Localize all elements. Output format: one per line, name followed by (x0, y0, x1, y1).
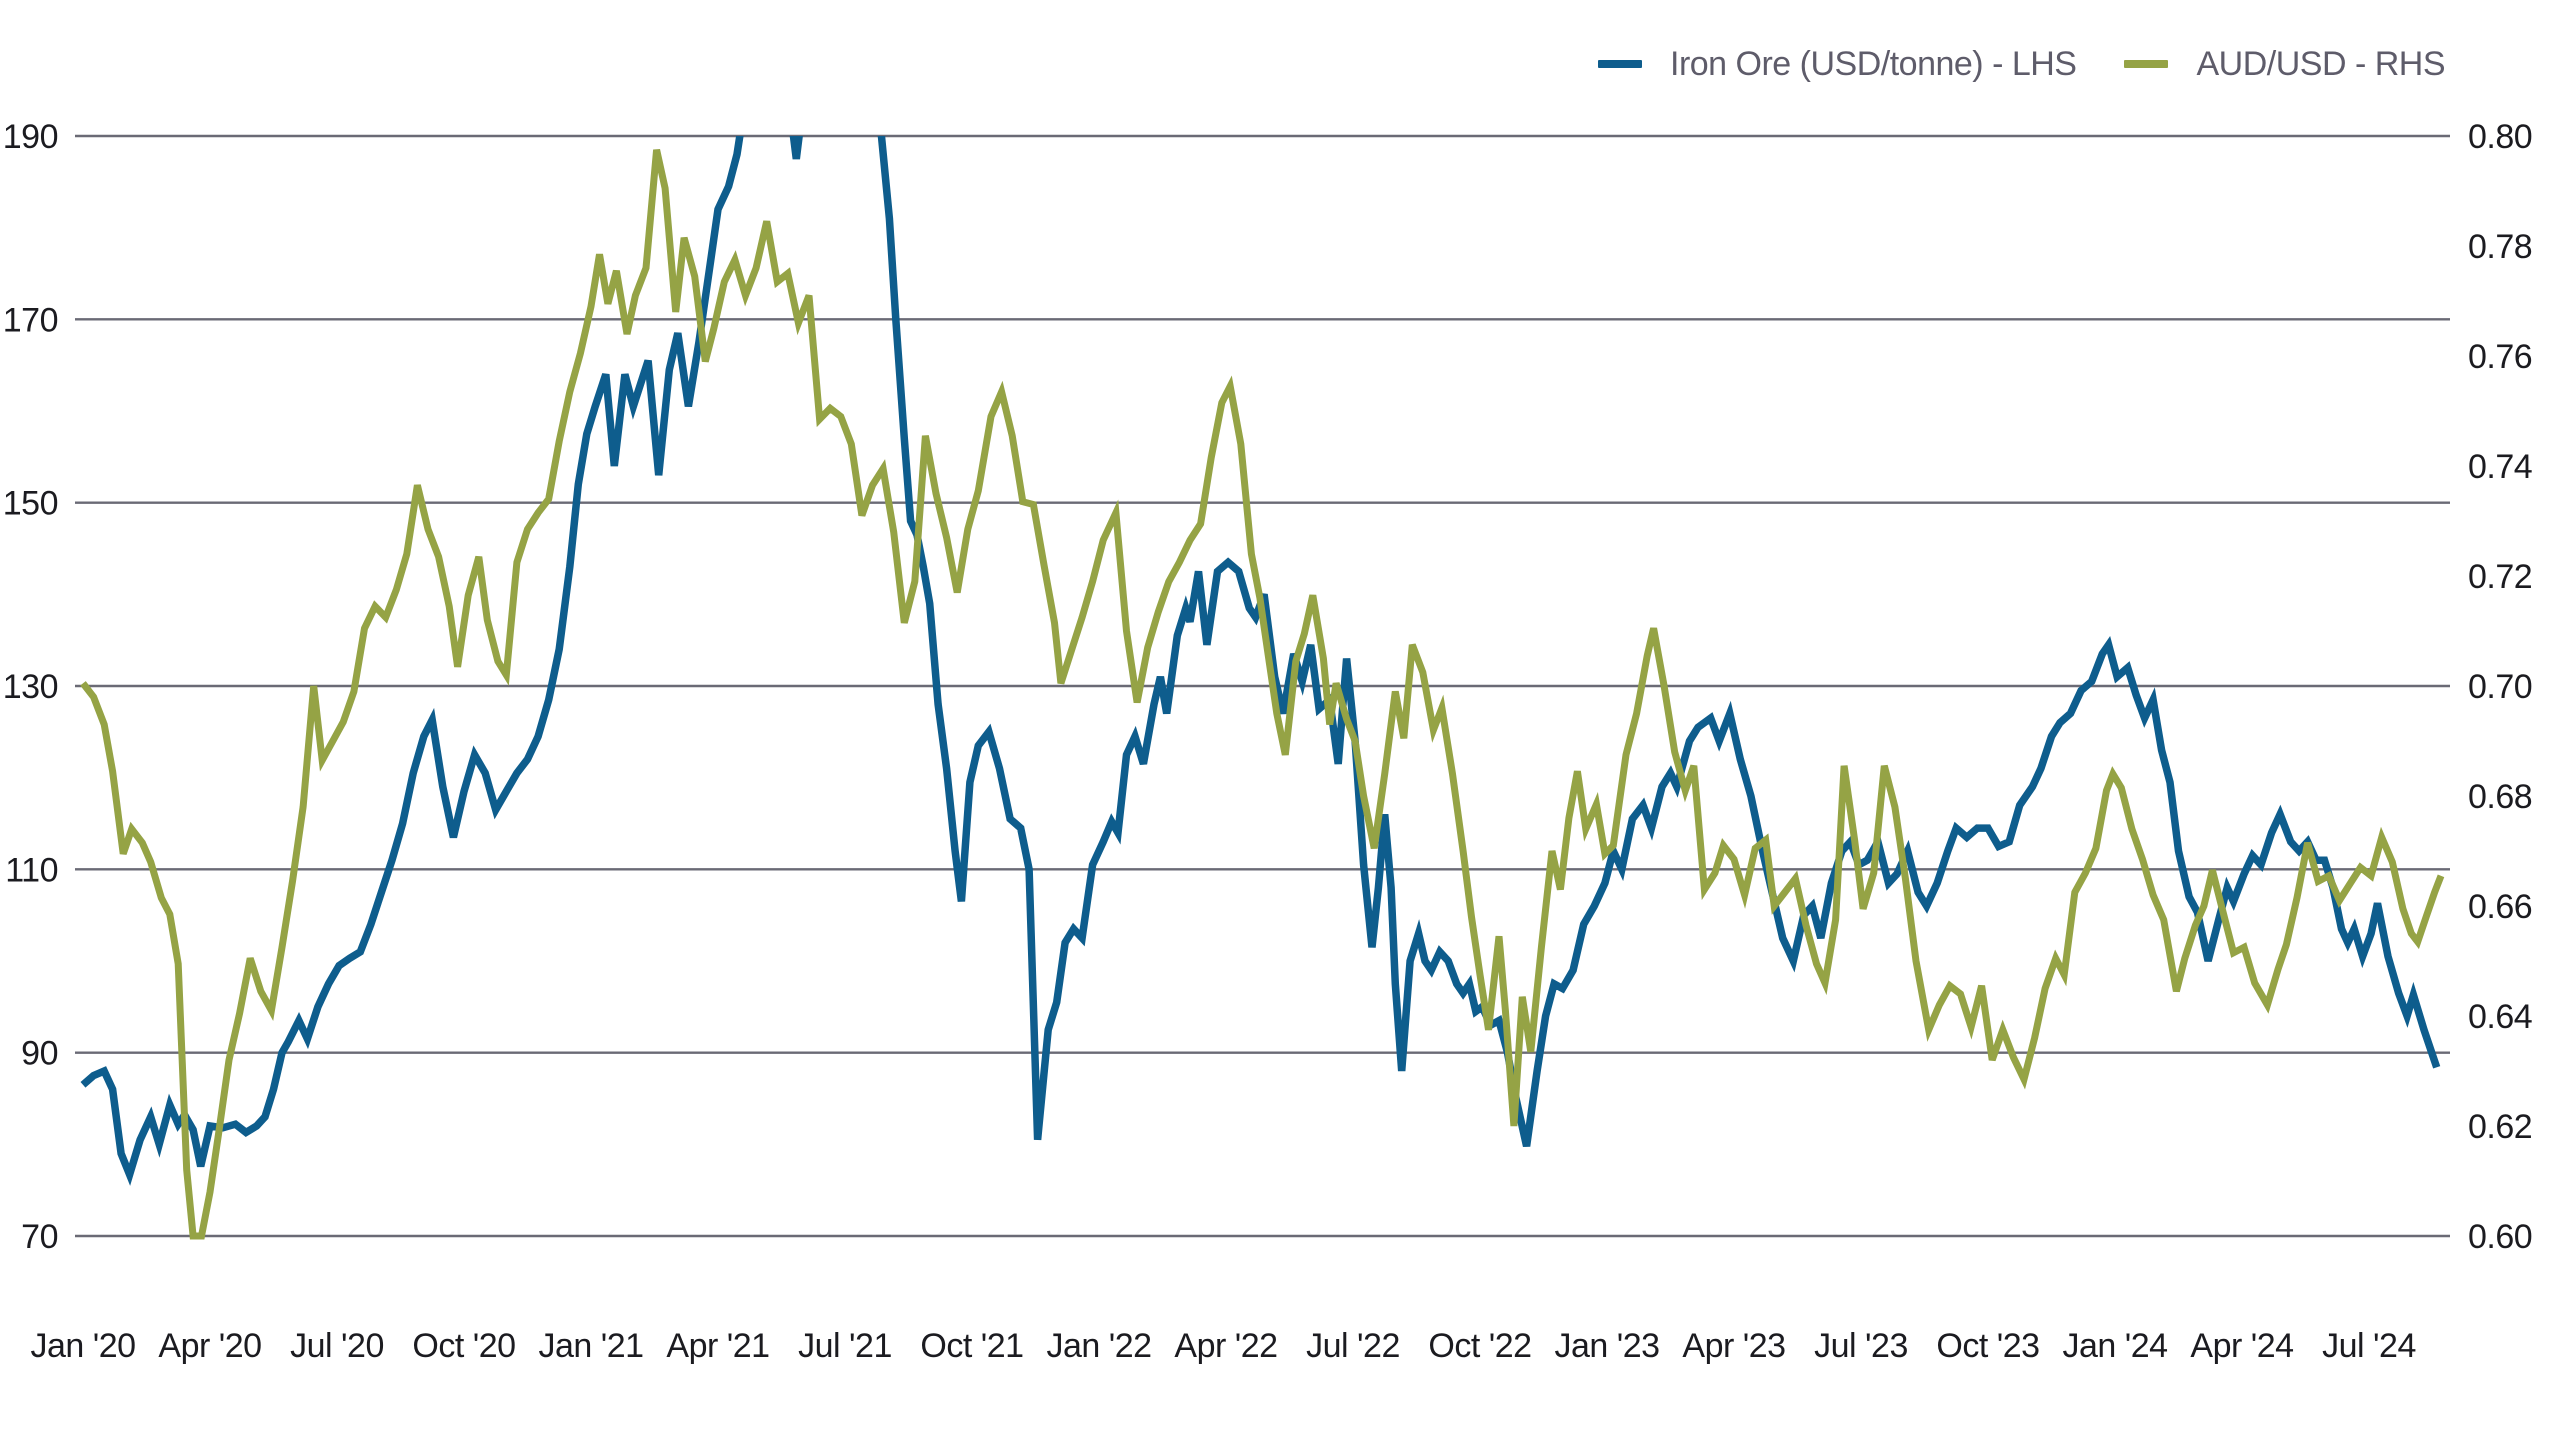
x-axis-tick-label: Apr '23 (1682, 1327, 1785, 1365)
x-axis-tick-label: Jul '20 (290, 1327, 384, 1365)
x-axis-tick-label: Jan '23 (1554, 1327, 1659, 1365)
y-axis-right-tick-label: 0.76 (2468, 338, 2532, 376)
y-axis-right-tick-label: 0.78 (2468, 228, 2532, 266)
y-axis-left-tick-label: 70 (21, 1218, 58, 1256)
y-axis-left-tick-label: 170 (3, 301, 58, 339)
x-axis-tick-label: Oct '21 (920, 1327, 1023, 1365)
x-axis-tick-label: Jan '22 (1046, 1327, 1151, 1365)
x-axis-tick-label: Apr '20 (158, 1327, 261, 1365)
aud-usd-line-swatch-icon (2124, 60, 2169, 68)
x-axis-tick-label: Jul '21 (798, 1327, 892, 1365)
x-axis-tick-label: Jul '22 (1306, 1327, 1400, 1365)
iron-ore-line-swatch-icon (1598, 60, 1642, 68)
x-axis-tick-label: Apr '22 (1174, 1327, 1277, 1365)
x-axis-tick-label: Jan '21 (538, 1327, 643, 1365)
iron-ore-legend-label: Iron Ore (USD/tonne) - LHS (1670, 44, 2077, 83)
y-axis-left-tick-label: 130 (3, 668, 58, 706)
y-axis-right-tick-label: 0.80 (2468, 118, 2532, 156)
aud-usd-line (80, 149, 2445, 1240)
iron-ore-line (80, 136, 2441, 1186)
y-axis-right-tick-label: 0.70 (2468, 668, 2532, 706)
y-axis-left-tick-label: 110 (5, 851, 58, 889)
x-axis-tick-label: Oct '22 (1428, 1327, 1531, 1365)
x-axis-tick-label: Apr '21 (666, 1327, 769, 1365)
legend-item-iron-ore: Iron Ore (USD/tonne) - LHS (1598, 44, 2077, 84)
y-axis-left-tick-label: 90 (21, 1035, 58, 1073)
y-axis-right-tick-label: 0.66 (2468, 888, 2532, 926)
y-axis-right-tick-label: 0.68 (2468, 778, 2532, 816)
x-axis-tick-label: Jul '24 (2322, 1327, 2416, 1365)
x-axis-tick-label: Jul '23 (1814, 1327, 1908, 1365)
legend: Iron Ore (USD/tonne) - LHS AUD/USD - RHS (1598, 42, 2446, 86)
x-axis-tick-label: Jan '24 (2062, 1327, 2167, 1365)
y-axis-right-tick-label: 0.62 (2468, 1108, 2532, 1146)
x-axis-tick-label: Apr '24 (2190, 1327, 2293, 1365)
y-axis-left-tick-label: 150 (3, 485, 58, 523)
x-axis-tick-label: Oct '23 (1936, 1327, 2039, 1365)
x-axis-tick-label: Jan '20 (30, 1327, 135, 1365)
y-axis-right-tick-label: 0.64 (2468, 998, 2532, 1036)
aud-usd-legend-label: AUD/USD - RHS (2196, 44, 2446, 83)
y-axis-right-tick-label: 0.60 (2468, 1218, 2532, 1256)
y-axis-left-tick-label: 190 (3, 118, 58, 156)
legend-item-aud-usd: AUD/USD - RHS (2124, 44, 2446, 84)
x-axis-tick-label: Oct '20 (412, 1327, 515, 1365)
y-axis-right-tick-label: 0.74 (2468, 448, 2532, 486)
y-axis-right-tick-label: 0.72 (2468, 558, 2532, 596)
